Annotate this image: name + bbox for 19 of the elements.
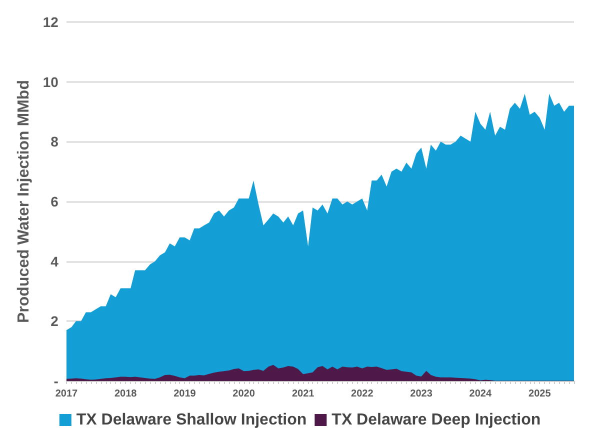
y-axis-title: Produced Water Injection MMbd <box>16 80 32 323</box>
x-tick-label: 2025 <box>528 388 552 400</box>
y-tick-label: 2 <box>50 313 59 330</box>
x-tick-label: 2023 <box>410 388 433 400</box>
y-tick-label: 6 <box>50 194 59 210</box>
x-tick-label: 2024 <box>469 388 492 400</box>
y-tick-label: 10 <box>42 74 59 90</box>
x-tick-label: 2021 <box>292 388 315 400</box>
x-tick-label: 2017 <box>55 388 78 400</box>
legend-label: TX Delaware Deep Injection <box>332 412 541 428</box>
y-tick-label: 4 <box>50 253 59 270</box>
x-tick-label: 2019 <box>174 388 196 400</box>
x-tick-label: 2020 <box>232 388 256 400</box>
y-tick-label: 12 <box>42 14 59 30</box>
legend-label: TX Delaware Shallow Injection <box>76 412 307 428</box>
x-tick-label: 2018 <box>114 388 138 400</box>
y-tick-label: - <box>54 373 59 389</box>
y-tick-label: 8 <box>50 134 59 150</box>
x-tick-label: 2022 <box>351 388 374 400</box>
